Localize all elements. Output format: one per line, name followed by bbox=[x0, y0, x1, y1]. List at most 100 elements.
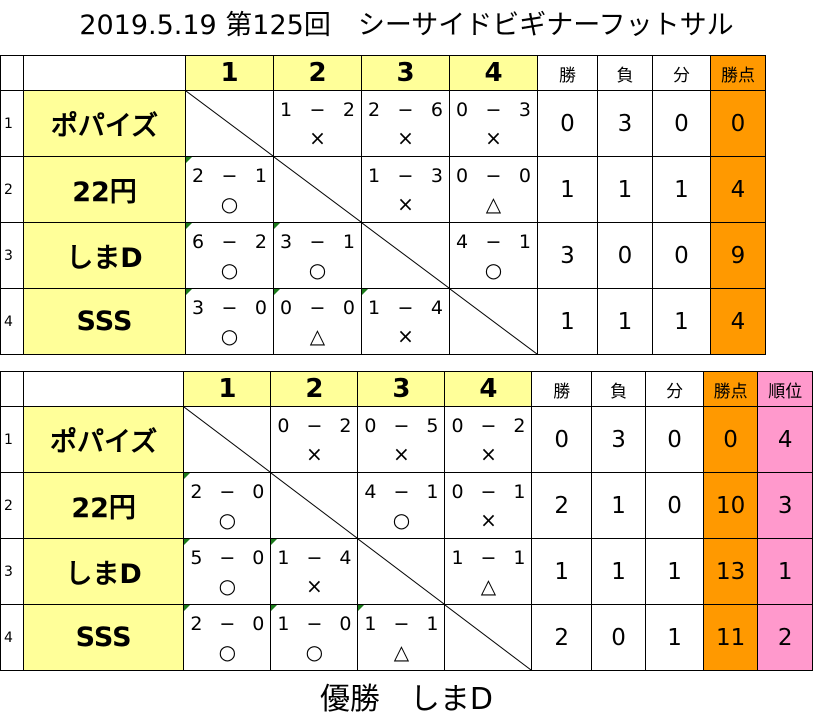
row-index: 4 bbox=[0, 604, 24, 671]
match-score: 0 − 5 bbox=[364, 415, 439, 437]
opponent-number-header: 4 bbox=[444, 371, 533, 407]
match-score: 1 − 3 bbox=[368, 165, 443, 187]
rank-value: 2 bbox=[757, 604, 813, 671]
team-header-cell bbox=[22, 371, 185, 407]
self-match-cell bbox=[185, 90, 274, 157]
points-value: 4 bbox=[710, 156, 766, 223]
match-outcome: ○ bbox=[220, 192, 239, 216]
match-result-cell: 1 − 1 △ bbox=[444, 538, 533, 605]
league-table-1: 1 2 3 4 勝負分勝点 1 ポパイズ 1 − 2 × 2 − 6 × 0 − 3 × 0 3 0 0 2 22円… bbox=[0, 55, 766, 355]
table-row: 1 ポパイズ 0 − 2 × 0 − 5 × 0 − 2 × 0 3 0 0 4 bbox=[0, 406, 813, 473]
opponent-number-header: 1 bbox=[183, 371, 272, 407]
match-outcome: ○ bbox=[220, 324, 239, 348]
draw-count: 1 bbox=[645, 604, 704, 671]
rank-value: 1 bbox=[757, 538, 813, 605]
match-score: 4 − 1 bbox=[456, 231, 531, 253]
team-header-cell bbox=[23, 55, 186, 91]
points-value: 0 bbox=[710, 90, 766, 157]
opponent-number-header: 4 bbox=[449, 55, 538, 91]
win-count: 2 bbox=[531, 472, 592, 539]
row-index: 3 bbox=[0, 222, 24, 289]
team-name: ポパイズ bbox=[22, 406, 185, 473]
match-result-cell: 6 − 2 ○ bbox=[185, 222, 274, 289]
draw-header: 分 bbox=[645, 371, 704, 407]
match-result-cell: 0 − 0 △ bbox=[449, 156, 538, 223]
rank-value: 4 bbox=[757, 406, 813, 473]
cell-marker-icon bbox=[186, 157, 192, 163]
points-value: 10 bbox=[702, 472, 759, 539]
match-result-cell: 3 − 1 ○ bbox=[273, 222, 362, 289]
match-score: 0 − 2 bbox=[451, 415, 526, 437]
match-result-cell: 1 − 4 × bbox=[270, 538, 359, 605]
cell-marker-icon bbox=[358, 605, 365, 611]
match-result-cell: 1 − 4 × bbox=[361, 288, 450, 355]
match-result-cell: 1 − 2 × bbox=[273, 90, 362, 157]
match-outcome: × bbox=[397, 324, 414, 348]
opponent-number-header: 3 bbox=[357, 371, 446, 407]
corner-cell bbox=[0, 55, 24, 91]
match-result-cell: 3 − 0 ○ bbox=[185, 288, 274, 355]
table-row: 2 22円 2 − 1 ○ 1 − 3 × 0 − 0 △ 1 1 1 4 bbox=[0, 156, 766, 223]
match-score: 1 − 4 bbox=[277, 547, 352, 569]
match-outcome: ○ bbox=[220, 258, 239, 282]
match-result-cell: 5 − 0 ○ bbox=[183, 538, 272, 605]
match-outcome: × bbox=[480, 442, 497, 466]
loss-count: 0 bbox=[590, 604, 647, 671]
team-name: しまD bbox=[23, 222, 186, 289]
loss-count: 1 bbox=[597, 156, 653, 223]
win-count: 0 bbox=[531, 406, 592, 473]
table-row: 1 ポパイズ 1 − 2 × 2 − 6 × 0 − 3 × 0 3 0 0 bbox=[0, 90, 766, 157]
match-score: 1 − 4 bbox=[368, 297, 443, 319]
loss-count: 1 bbox=[590, 472, 647, 539]
match-outcome: × bbox=[393, 442, 410, 466]
draw-count: 0 bbox=[645, 406, 704, 473]
row-index: 1 bbox=[0, 90, 24, 157]
match-result-cell: 0 − 2 × bbox=[444, 406, 533, 473]
match-score: 6 − 2 bbox=[192, 231, 267, 253]
header-row: 1 2 3 4 勝負分勝点 順位 bbox=[0, 371, 813, 407]
match-score: 1 − 2 bbox=[280, 99, 355, 121]
win-header: 勝 bbox=[531, 371, 592, 407]
match-score: 0 − 3 bbox=[456, 99, 531, 121]
match-score: 0 − 0 bbox=[280, 297, 355, 319]
match-outcome: × bbox=[309, 126, 326, 150]
champion-label: 優勝 しまD bbox=[319, 682, 494, 717]
page-title: 2019.5.19 第125回 シーサイドビギナーフットサル bbox=[79, 10, 734, 41]
match-result-cell: 1 − 3 × bbox=[361, 156, 450, 223]
match-score: 5 − 0 bbox=[190, 547, 265, 569]
loss-header: 負 bbox=[597, 55, 653, 91]
match-outcome: × bbox=[485, 126, 502, 150]
match-score: 0 − 1 bbox=[451, 481, 526, 503]
cell-marker-icon bbox=[274, 223, 280, 229]
match-result-cell: 0 − 2 × bbox=[270, 406, 359, 473]
self-match-cell bbox=[273, 156, 362, 223]
row-index: 2 bbox=[0, 156, 24, 223]
win-count: 1 bbox=[537, 288, 598, 355]
match-result-cell: 4 − 1 ○ bbox=[357, 472, 446, 539]
points-value: 4 bbox=[710, 288, 766, 355]
cell-marker-icon bbox=[186, 223, 192, 229]
match-result-cell: 2 − 0 ○ bbox=[183, 604, 272, 671]
match-outcome: ○ bbox=[484, 258, 503, 282]
draw-count: 0 bbox=[652, 90, 711, 157]
team-name: しまD bbox=[22, 538, 185, 605]
match-result-cell: 2 − 6 × bbox=[361, 90, 450, 157]
team-name: SSS bbox=[23, 288, 186, 355]
cell-marker-icon bbox=[184, 605, 191, 611]
rank-value: 3 bbox=[757, 472, 813, 539]
self-match-cell bbox=[444, 604, 533, 671]
team-name: ポパイズ bbox=[23, 90, 186, 157]
table-row: 4 SSS 3 − 0 ○ 0 − 0 △ 1 − 4 × 1 1 1 4 bbox=[0, 288, 766, 355]
cell-marker-icon bbox=[186, 289, 192, 295]
self-match-cell bbox=[183, 406, 272, 473]
match-outcome: △ bbox=[480, 574, 497, 598]
opponent-number-header: 3 bbox=[361, 55, 450, 91]
match-outcome: ○ bbox=[218, 508, 237, 532]
draw-header: 分 bbox=[652, 55, 711, 91]
match-outcome: × bbox=[397, 126, 414, 150]
loss-count: 3 bbox=[590, 406, 647, 473]
win-count: 3 bbox=[537, 222, 598, 289]
rank-header: 順位 bbox=[757, 371, 813, 407]
match-outcome: ○ bbox=[218, 574, 237, 598]
self-match-cell bbox=[449, 288, 538, 355]
